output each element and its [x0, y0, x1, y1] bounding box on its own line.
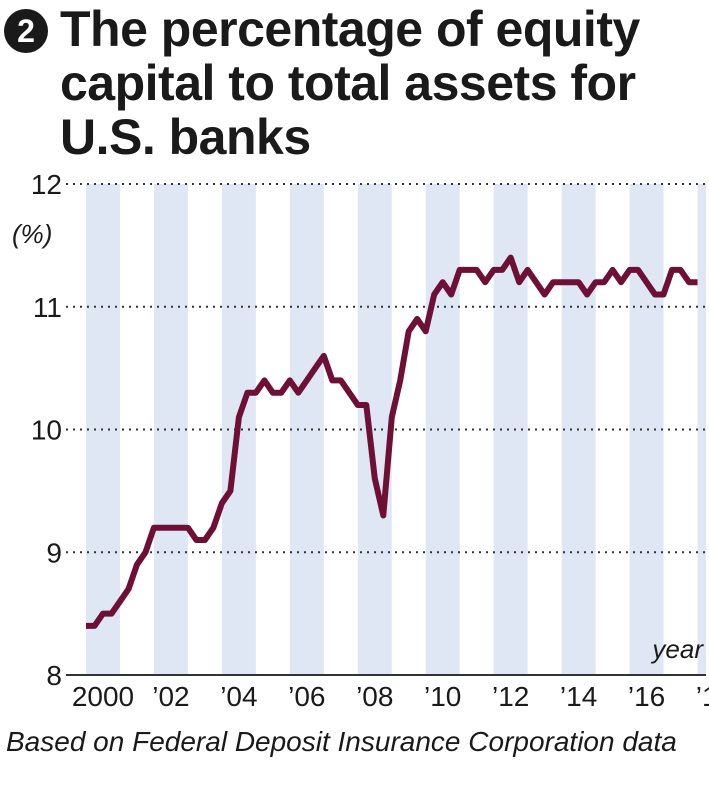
horizontal-gridlines [66, 183, 706, 676]
x-tick-label-2006: ’06 [288, 681, 325, 712]
year-band-2002 [153, 184, 188, 675]
x-tick-label-2010: ’10 [424, 681, 461, 712]
year-band-2016 [629, 184, 664, 675]
year-band-2018 [697, 184, 706, 675]
x-tick-label-2012: ’12 [492, 681, 529, 712]
series-line-group [86, 254, 698, 629]
x-tick-label-2004: ’04 [220, 681, 257, 712]
y-axis-tick-labels: 8 9 10 11 12 [31, 169, 62, 691]
source-note: Based on Federal Deposit Insurance Corpo… [6, 726, 677, 757]
x-axis-label: year [650, 634, 704, 664]
chart-title: The percentage of equity capital to tota… [60, 1, 640, 165]
x-tick-label-2014: ’14 [560, 681, 597, 712]
y-tick-label-10: 10 [31, 415, 62, 446]
series-line-0 [86, 254, 698, 629]
y-tick-label-9: 9 [46, 537, 62, 568]
x-tick-label-2016: ’16 [628, 681, 665, 712]
figure-number-badge: 2 [4, 9, 48, 53]
y-tick-label-8: 8 [46, 660, 62, 691]
x-tick-label-2002: ’02 [152, 681, 189, 712]
x-tick-label-2000: 2000 [72, 681, 134, 712]
line-chart: 8 9 10 11 12 2000 ’02 ’04 ’06 ’08 ’10 ’12 ’14 ’16 ’18… [12, 169, 709, 712]
x-tick-label-2018: ’18 [696, 681, 709, 712]
year-shading-bands [86, 184, 706, 675]
y-axis-unit-label: (%) [12, 219, 52, 249]
y-tick-label-12: 12 [31, 169, 62, 200]
x-axis-tick-labels: 2000 ’02 ’04 ’06 ’08 ’10 ’12 ’14 ’16 ’18 [72, 681, 709, 712]
x-tick-label-2008: ’08 [356, 681, 393, 712]
y-tick-label-11: 11 [33, 292, 62, 323]
